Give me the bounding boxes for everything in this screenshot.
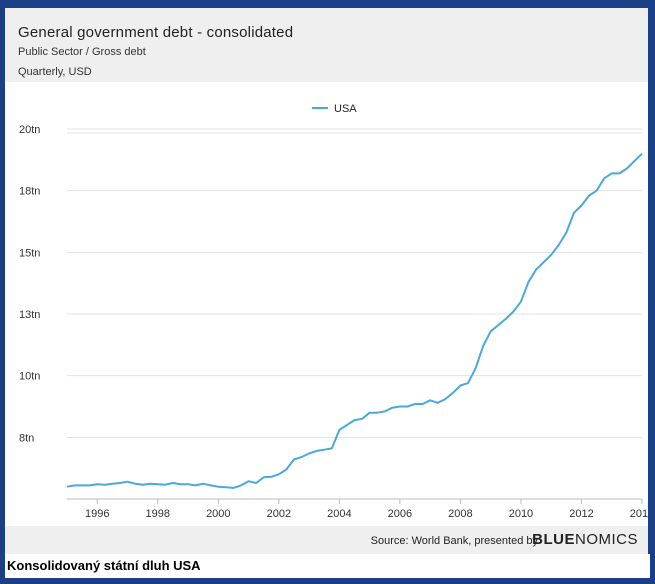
x-tick-label: 1998 <box>146 508 170 520</box>
y-tick-label: 15tn <box>19 247 40 259</box>
x-tick-label: 1996 <box>85 508 109 520</box>
y-tick-label: 18tn <box>19 186 40 198</box>
x-tick-label: 2002 <box>267 508 291 520</box>
chart-frequency: Quarterly, USD <box>18 66 92 78</box>
y-axis: 8tn 10tn 13tn 15tn 18tn 20tn <box>19 124 40 444</box>
series-line-usa <box>66 152 643 489</box>
x-tick-label: 2008 <box>448 508 472 520</box>
x-tick-label: 2006 <box>388 508 412 520</box>
brand-light: NOMICS <box>575 531 638 548</box>
y-tick-label: 8tn <box>19 432 34 444</box>
x-tick-label: 2012 <box>569 508 593 520</box>
x-tick-label: 2004 <box>327 508 351 520</box>
x-tick-label: 2014 <box>630 508 648 520</box>
line-chart: USA 1996 1998 2000 2002 2004 2006 2008 2010 2012… <box>19 103 648 520</box>
chart-grid <box>67 128 642 438</box>
chart-panel: General government debt - consolidated P… <box>5 8 650 578</box>
y-tick-label: 10tn <box>19 371 40 383</box>
bluenomics-logo: BLUENOMICS <box>532 531 638 548</box>
legend-label: USA <box>334 103 357 115</box>
x-tick-label: 2000 <box>206 508 230 520</box>
y-tick-label: 13tn <box>19 309 40 321</box>
chart-footer: Source: World Bank, presented by BLUENOM… <box>5 526 648 554</box>
chart-series <box>66 152 643 489</box>
brand-bold: BLUE <box>532 531 575 548</box>
chart-subtitle: Public Sector / Gross debt <box>18 46 146 58</box>
chart-header: General government debt - consolidated P… <box>5 8 648 82</box>
x-tick-label: 2010 <box>509 508 533 520</box>
source-text: Source: World Bank, presented by <box>370 535 538 547</box>
y-tick-label: 20tn <box>19 124 40 136</box>
image-caption: Konsolidovaný státní dluh USA <box>5 554 650 578</box>
chart-title: General government debt - consolidated <box>18 24 294 41</box>
chart-legend: USA <box>312 103 357 115</box>
x-axis: 1996 1998 2000 2002 2004 2006 2008 2010 2012 2014 <box>67 498 648 520</box>
